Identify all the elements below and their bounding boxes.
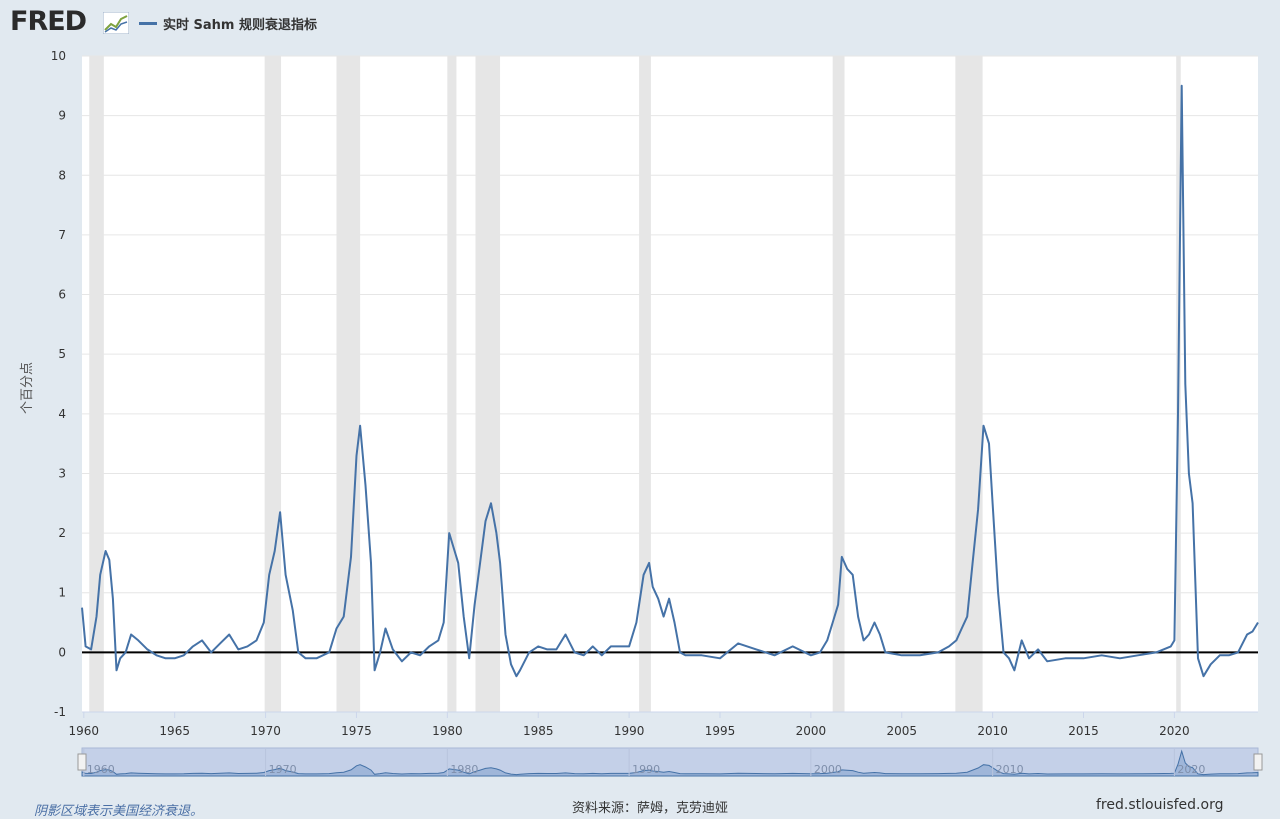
navigator-area <box>81 749 1259 777</box>
y-axis: -1 0 1 2 3 4 5 6 7 8 9 10 <box>51 49 66 719</box>
recession-band <box>447 56 457 712</box>
recession-band <box>336 56 361 712</box>
x-tick-label: 1980 <box>432 724 463 738</box>
y-tick-label: 7 <box>58 228 66 242</box>
x-tick-label: 2000 <box>796 724 827 738</box>
x-tick-label: 1965 <box>159 724 190 738</box>
x-tick-label: 1990 <box>614 724 645 738</box>
range-navigator[interactable]: 1960 1970 1980 1990 2000 2010 2020 <box>77 747 1263 777</box>
legend-swatch <box>139 21 157 25</box>
navigator-ticks: 1960 1970 1980 1990 2000 2010 2020 <box>83 748 1205 776</box>
navigator-handle-right[interactable] <box>1253 753 1263 771</box>
y-tick-label: 0 <box>58 645 66 659</box>
site-link[interactable]: fred.stlouisfed.org <box>1096 797 1224 813</box>
legend[interactable]: 实时 Sahm 规则衰退指标 <box>139 14 317 33</box>
x-tick-label: 2005 <box>886 724 917 738</box>
y-tick-label: 10 <box>51 49 66 63</box>
navigator-handle-left[interactable] <box>77 753 87 771</box>
recession-band <box>639 56 651 712</box>
y-tick-label: 5 <box>58 347 66 361</box>
x-tick-label: 2010 <box>977 724 1008 738</box>
y-tick-label: 1 <box>58 586 66 600</box>
legend-series-label: 实时 Sahm 规则衰退指标 <box>163 17 317 33</box>
x-tick-label: 1960 <box>69 724 100 738</box>
navigator-tick-label: 2010 <box>996 763 1024 776</box>
y-tick-label: 3 <box>58 466 66 480</box>
x-tick-label: 1975 <box>341 724 372 738</box>
y-tick-label: 6 <box>58 288 66 302</box>
y-tick-label: 8 <box>58 168 66 182</box>
y-tick-label: 4 <box>58 407 66 421</box>
navigator-tick-label: 1960 <box>87 763 115 776</box>
y-axis-label: 个百分点 <box>20 362 35 414</box>
y-tick-label: 2 <box>58 526 66 540</box>
plot-area <box>82 56 1258 712</box>
recession-band <box>832 56 845 712</box>
recession-band <box>955 56 983 712</box>
navigator-tick-label: 1990 <box>632 763 660 776</box>
navigator-tick-label: 2000 <box>814 763 842 776</box>
chart-header: FRED 实时 Sahm 规则衰退指标 <box>0 0 1280 46</box>
y-tick-label: -1 <box>54 705 66 719</box>
x-tick-label: 1995 <box>705 724 736 738</box>
fred-logo[interactable]: FRED <box>10 6 87 37</box>
navigator-tick-label: 2020 <box>1177 763 1205 776</box>
recession-band <box>89 56 104 712</box>
chart-line-icon <box>103 12 129 34</box>
recession-note: 阴影区域表示美国经济衰退。 <box>34 804 204 819</box>
x-tick-label: 1985 <box>523 724 554 738</box>
x-tick-label: 1970 <box>250 724 281 738</box>
recession-bands <box>89 56 1181 712</box>
series-line[interactable] <box>81 84 1259 678</box>
source-credit: 资料来源：萨姆，克劳迪娅 <box>572 801 729 816</box>
navigator-tick-label: 1970 <box>269 763 297 776</box>
recession-band <box>475 56 501 712</box>
x-tick-label: 2020 <box>1159 724 1190 738</box>
navigator-tick-label: 1980 <box>450 763 478 776</box>
y-tick-label: 9 <box>58 109 66 123</box>
recession-band <box>264 56 282 712</box>
x-axis: 1960 1965 1970 1975 1980 1985 1990 1995 2000 2005… <box>69 711 1258 738</box>
x-tick-label: 2015 <box>1068 724 1099 738</box>
